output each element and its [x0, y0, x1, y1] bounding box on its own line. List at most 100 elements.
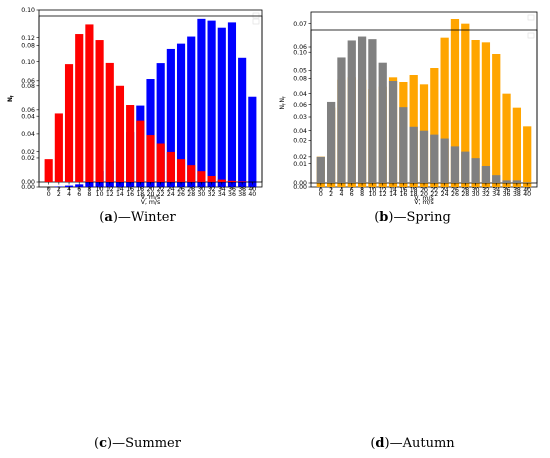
- caption-letter: c: [99, 436, 108, 451]
- x-tick-label: 36: [503, 187, 511, 194]
- x-tick-label: 10: [368, 191, 376, 198]
- y-axis-label-sub: f: [10, 95, 16, 97]
- bar: [95, 40, 104, 182]
- x-tick-label: 2: [329, 187, 333, 194]
- x-tick-label: 20: [147, 191, 155, 198]
- y-tick-label: 0.04: [293, 128, 307, 135]
- x-tick-label: 6: [77, 191, 81, 198]
- x-tick-label: 12: [106, 186, 114, 193]
- x-tick-label: 36: [228, 191, 236, 198]
- x-tick-label: 10: [96, 186, 104, 193]
- bar: [512, 180, 522, 183]
- bar: [187, 36, 196, 187]
- x-tick-label: 20: [147, 186, 155, 193]
- x-tick-label: 24: [167, 191, 175, 198]
- bar: [347, 40, 356, 183]
- bar: [248, 96, 257, 187]
- legend-box: [252, 18, 260, 25]
- bar: [316, 156, 325, 183]
- bar: [512, 107, 522, 187]
- y-axis-label-sub: f: [282, 103, 288, 105]
- x-tick-label: 2: [57, 186, 61, 193]
- bar: [54, 113, 63, 182]
- panel-c: 0 2 4 6 8 10 12 14 16 18 20 22 24 26 28 30 32 34 36 38 40 0.0…: [0, 15, 275, 458]
- x-tick-label: 22: [430, 191, 438, 198]
- x-tick-label: 40: [523, 191, 531, 198]
- y-tick-label: 0.08: [21, 43, 35, 50]
- x-tick-label: 10: [96, 191, 104, 198]
- caption-a: (a)—Winter: [99, 210, 176, 225]
- x-tick-label: 14: [389, 191, 397, 198]
- x-tick-label: 26: [177, 186, 185, 193]
- y-tick-label: 0.10: [21, 59, 35, 66]
- bar: [326, 101, 336, 183]
- x-axis-label: V, m/s: [141, 194, 161, 201]
- x-tick-label: 16: [399, 187, 407, 194]
- y-tick-label: 0.05: [293, 68, 307, 75]
- bar: [430, 134, 439, 183]
- x-tick-label: 24: [441, 187, 449, 194]
- bar: [492, 54, 501, 187]
- x-tick-label: 20: [420, 187, 428, 194]
- bar: [176, 43, 186, 187]
- legend-box: [527, 14, 535, 21]
- x-axis-label: V, m/s: [141, 199, 161, 206]
- chart-spring: 0 2 4 6 8 10 12 14 16 18 20 22 24 26 28 30 32 34 36 38 400.0…: [279, 11, 538, 206]
- x-tick-label: 8: [87, 186, 91, 193]
- bar: [207, 20, 216, 188]
- x-tick-label: 0: [319, 191, 323, 198]
- x-tick-label: 14: [116, 191, 124, 198]
- y-tick-label: 0.12: [21, 35, 35, 42]
- y-tick-label: 0.06: [293, 102, 307, 109]
- bar: [523, 182, 532, 183]
- panel-d: 0 2 4 6 8 10 12 14 16 18 20 22 24 26 28 30 32 34 36 38 40 0.0…: [275, 29, 550, 458]
- x-tick-label: 14: [116, 186, 124, 193]
- x-tick-label: 18: [410, 187, 418, 194]
- bar: [450, 146, 460, 183]
- x-tick-label: 26: [177, 191, 185, 198]
- y-tick-label: 0.02: [293, 154, 307, 161]
- caption-text: —Summer: [112, 436, 181, 451]
- x-tick-label: 38: [238, 191, 246, 198]
- y-tick-label: 0.02: [293, 138, 307, 145]
- bar: [136, 120, 145, 182]
- bar: [450, 19, 460, 187]
- bar: [217, 27, 226, 188]
- x-tick-label: 24: [167, 186, 175, 193]
- y-tick-label: 0.06: [21, 107, 35, 114]
- caption-b: (b)—Spring: [374, 210, 451, 225]
- bar: [440, 138, 449, 183]
- x-tick-label: 30: [472, 187, 480, 194]
- x-tick-label: 0: [47, 186, 51, 193]
- x-tick-label: 22: [157, 191, 165, 198]
- y-tick-label: 0.00: [293, 184, 307, 191]
- y-tick-label: 0.08: [21, 83, 35, 90]
- legend-box: [252, 12, 260, 19]
- x-tick-label: 2: [329, 191, 333, 198]
- x-tick-label: 8: [360, 187, 364, 194]
- bar: [115, 85, 125, 182]
- y-tick-label: 0.00: [293, 180, 307, 187]
- x-tick-label: 12: [379, 187, 387, 194]
- bar: [502, 180, 511, 183]
- x-tick-label: 18: [136, 191, 144, 198]
- x-tick-label: 40: [248, 186, 256, 193]
- x-tick-label: 24: [441, 191, 449, 198]
- x-tick-label: 36: [228, 186, 236, 193]
- bar: [166, 151, 175, 182]
- y-axis-label-main: N: [7, 97, 14, 102]
- x-tick-label: 28: [461, 191, 469, 198]
- y-tick-label: 0.06: [21, 78, 35, 85]
- x-tick-label: 32: [482, 191, 490, 198]
- x-tick-label: 32: [208, 186, 216, 193]
- y-tick-label: 0.04: [293, 91, 307, 98]
- y-axis-label: Nf: [279, 96, 288, 103]
- x-tick-label: 26: [451, 187, 459, 194]
- x-tick-label: 28: [187, 186, 195, 193]
- y-axis-label: Nf: [7, 95, 16, 102]
- bar: [337, 57, 346, 183]
- bar: [176, 159, 186, 182]
- x-tick-label: 38: [238, 186, 246, 193]
- legend-box: [527, 32, 535, 39]
- bar: [378, 62, 387, 183]
